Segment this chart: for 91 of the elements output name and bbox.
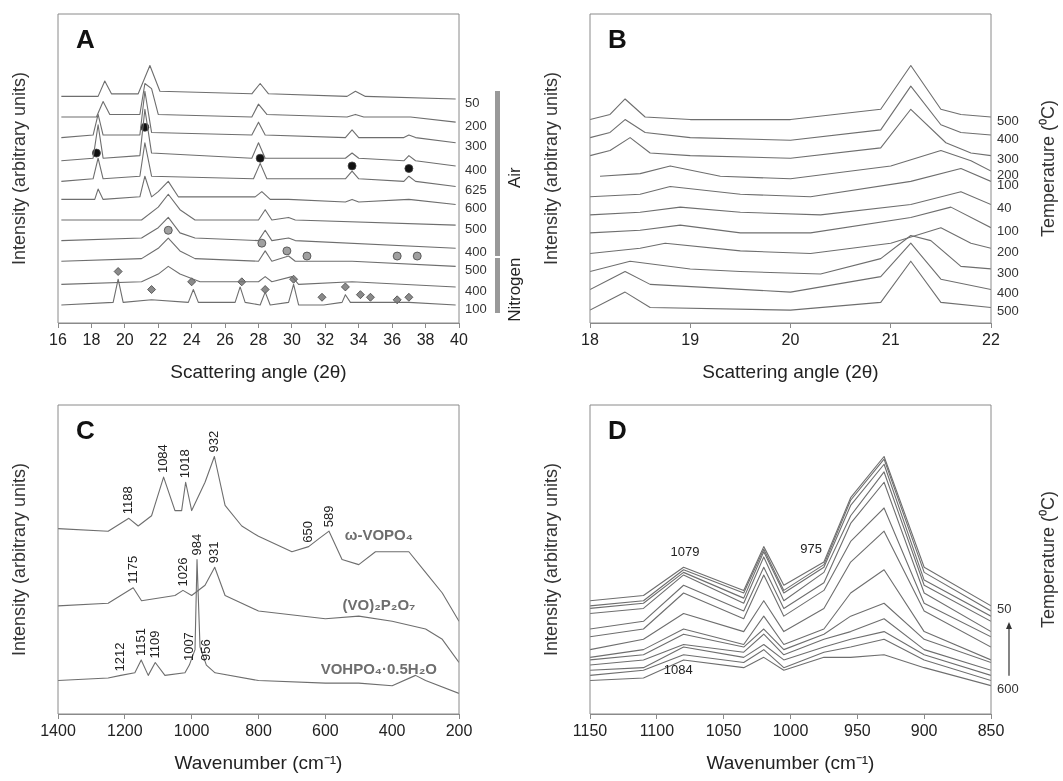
x-tick-label: 400	[378, 722, 406, 740]
series-label: 200	[997, 243, 1019, 259]
annotation: 1026	[174, 557, 190, 587]
series-label: 400	[465, 282, 487, 298]
text: Nitrogen	[504, 257, 524, 322]
x-tick-label: 30	[283, 331, 301, 349]
annotation: 1007	[180, 632, 196, 662]
series-label: 100	[465, 300, 487, 316]
x-axis-title: Wavenumber (cm⁻¹)	[706, 751, 875, 773]
series-label: 400	[997, 285, 1019, 301]
x-tick-label: 34	[349, 331, 368, 349]
x-tick-label: 22	[149, 331, 168, 349]
annotation: 1188	[120, 486, 136, 515]
x-tick-label: 26	[216, 331, 235, 349]
y-axis-title: Intensity (arbitrary units)	[540, 71, 561, 266]
x-tick-label: 32	[316, 331, 335, 349]
x-tick-label: 21	[881, 331, 900, 349]
chart-title: C	[76, 415, 95, 446]
series-label: (VO)₂P₂O₇	[342, 595, 416, 613]
series-label: 600	[465, 200, 487, 216]
x-tick-label: 800	[245, 722, 272, 740]
x-tick-label: 1100	[639, 722, 675, 740]
x-tick-label: 16	[49, 331, 67, 349]
x-tick-label: 18	[581, 331, 599, 349]
chart-title: D	[608, 415, 627, 446]
series-label: 300	[997, 264, 1019, 280]
series-label: 400	[465, 243, 487, 259]
series-label: ω-VOPO₄	[344, 526, 413, 544]
series-label: 500	[997, 112, 1019, 128]
x-tick-label: 24	[182, 331, 201, 349]
annotation: 1018	[177, 449, 193, 479]
y2-axis-title: Temperature (⁰C)	[1037, 490, 1058, 629]
x-tick-label: 200	[445, 722, 473, 740]
annotation: 984	[188, 533, 204, 556]
annotation: 1151	[132, 627, 148, 656]
series-label: VOHPO₄·0.5H₂O	[320, 660, 438, 678]
x-tick-label: 38	[416, 331, 435, 349]
series-label: 100	[997, 223, 1019, 239]
annotation: 1212	[112, 642, 128, 672]
x-tick-label: 950	[843, 722, 871, 740]
series-label: 600	[997, 681, 1019, 697]
x-tick-label: 22	[982, 331, 1000, 349]
annotation: 932	[205, 430, 221, 453]
annotation: 1109	[146, 630, 162, 659]
y-axis-title: Intensity (arbitrary units)	[540, 462, 561, 657]
annotation: 1079	[670, 544, 700, 560]
x-tick-label: 1200	[107, 722, 143, 740]
x-tick-label: 1000	[173, 722, 210, 740]
x-tick-label: 18	[82, 331, 101, 349]
chart-title: A	[76, 24, 95, 55]
annotation: 589	[320, 505, 336, 528]
series-label: 400	[997, 130, 1019, 146]
x-axis-title: Scattering angle (2θ)	[170, 360, 347, 382]
y-axis-title: Intensity (arbitrary units)	[8, 462, 29, 657]
annotation: 975	[800, 541, 822, 557]
series-label: 40	[997, 200, 1012, 216]
x-tick-label: 600	[311, 722, 339, 740]
annotation: 650	[300, 520, 316, 543]
series-label: 500	[997, 303, 1019, 319]
x-tick-label: 40	[450, 331, 468, 349]
annotation: 931	[206, 541, 222, 564]
series-label: 500	[465, 220, 487, 236]
y2-axis-title: Temperature (⁰C)	[1037, 99, 1058, 238]
series-label: 400	[465, 161, 487, 177]
x-tick-label: 1050	[705, 722, 742, 740]
series-label: 50	[997, 601, 1012, 617]
annotation: 956	[197, 639, 213, 662]
text: Air	[504, 166, 524, 189]
x-tick-label: 36	[383, 331, 402, 349]
x-tick-label: 20	[781, 331, 800, 349]
x-tick-label: 28	[249, 331, 268, 349]
x-tick-label: 1150	[572, 722, 608, 740]
series-label: 200	[465, 117, 487, 133]
x-tick-label: 1000	[772, 722, 809, 740]
x-tick-label: 850	[977, 722, 1005, 740]
x-tick-label: 900	[910, 722, 938, 740]
series-label: 50	[465, 94, 480, 110]
series-label: 500	[465, 261, 487, 277]
x-axis-title: Scattering angle (2θ)	[702, 360, 879, 382]
chart-title: B	[608, 24, 627, 55]
x-tick-label: 19	[681, 331, 700, 349]
x-axis-title: Wavenumber (cm⁻¹)	[174, 751, 343, 773]
annotation: 1084	[663, 662, 693, 677]
x-tick-label: 20	[115, 331, 134, 349]
annotation: 1175	[124, 555, 140, 584]
y-axis-title: Intensity (arbitrary units)	[8, 71, 29, 266]
x-tick-label: 1400	[40, 722, 76, 740]
series-label: 625	[465, 182, 487, 198]
series-label: 300	[465, 138, 487, 154]
annotation: 1084	[155, 444, 171, 474]
series-label: 300	[997, 151, 1019, 167]
